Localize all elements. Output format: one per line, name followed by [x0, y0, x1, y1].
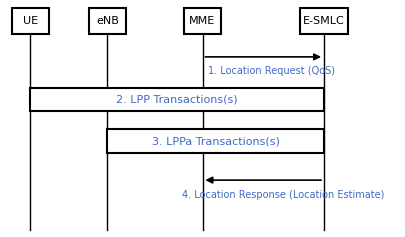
Text: 4. Location Response (Location Estimate): 4. Location Response (Location Estimate) [182, 190, 385, 200]
Text: 3. LPPa Transactions(s): 3. LPPa Transactions(s) [152, 136, 279, 146]
Bar [12, 8, 49, 34]
Text: eNB: eNB [96, 16, 119, 26]
Bar [30, 88, 324, 111]
Text: 2. LPP Transactions(s): 2. LPP Transactions(s) [116, 95, 238, 105]
Bar [89, 8, 126, 34]
Bar [107, 129, 324, 153]
Text: 1. Location Request (QoS): 1. Location Request (QoS) [208, 66, 335, 76]
Text: E-SMLC: E-SMLC [303, 16, 345, 26]
Bar [184, 8, 221, 34]
Text: UE: UE [23, 16, 38, 26]
Bar [300, 8, 348, 34]
Text: MME: MME [190, 16, 215, 26]
